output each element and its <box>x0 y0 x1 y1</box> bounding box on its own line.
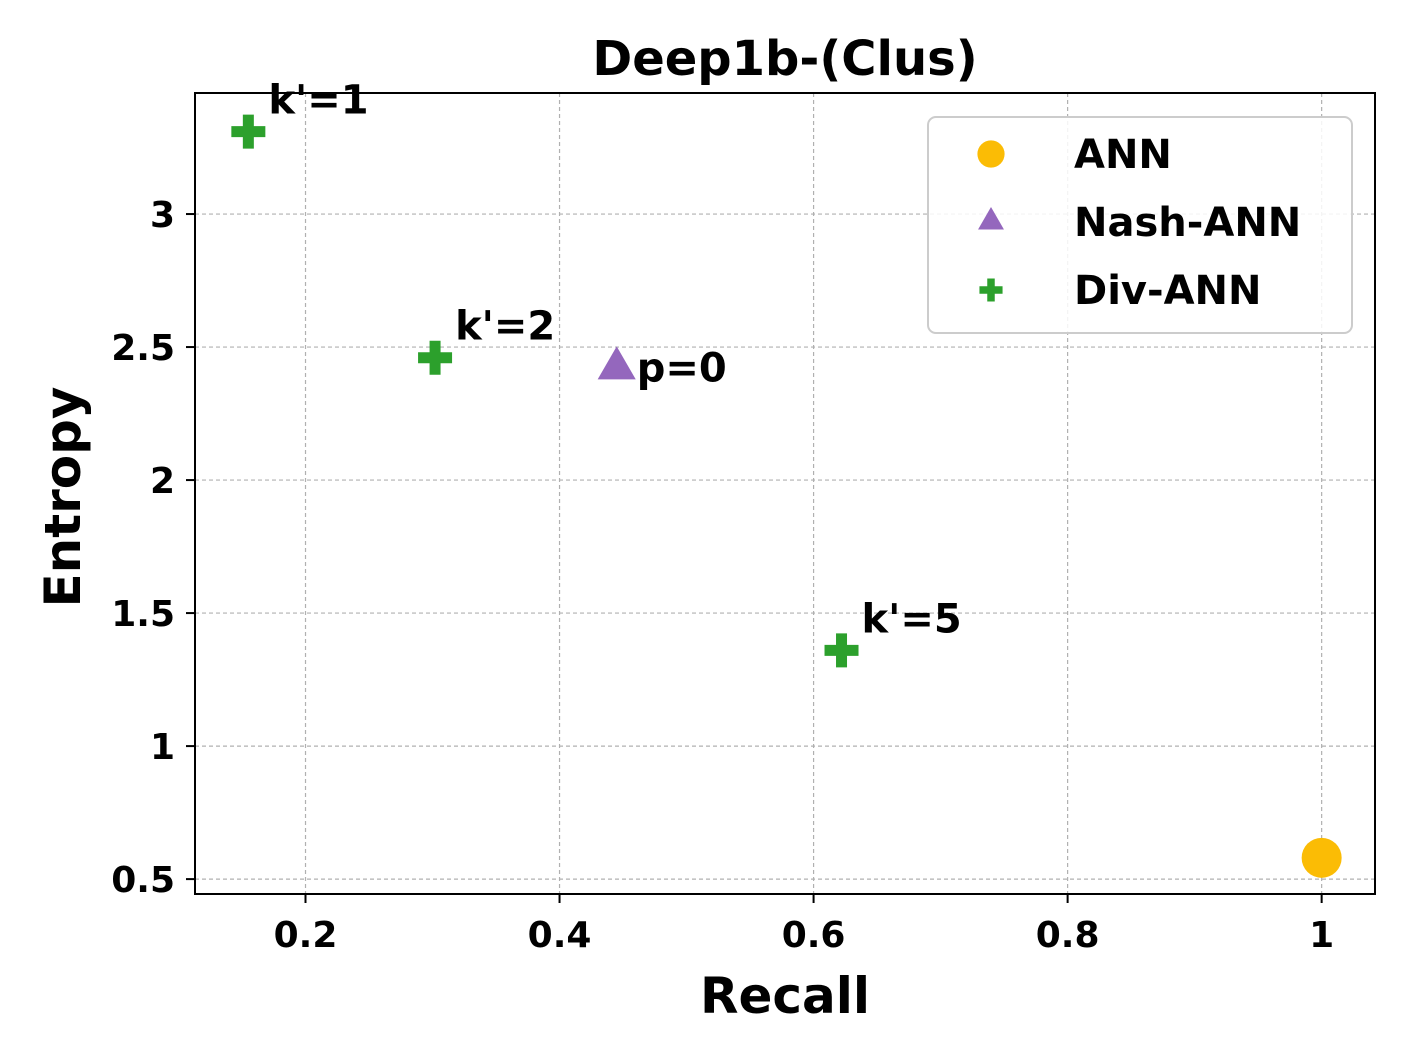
div-ann-point <box>231 114 266 149</box>
legend-entry-label: ANN <box>1074 132 1172 178</box>
point-label: k'=2 <box>455 304 555 350</box>
div-ann-point <box>824 633 859 668</box>
nash-ann-point <box>597 346 636 380</box>
legend: ANN Nash-ANN Div-ANN <box>927 116 1353 334</box>
grid <box>195 93 1375 894</box>
ann-point <box>1301 837 1342 878</box>
div-ann-point <box>418 340 453 375</box>
legend-entry-label: Nash-ANN <box>1074 200 1301 246</box>
y-tick-label: 2 <box>150 461 175 502</box>
legend-entry-label: Div-ANN <box>1074 268 1262 314</box>
x-tick-label: 1 <box>1309 915 1334 956</box>
x-tick-label: 0.4 <box>528 915 592 956</box>
legend-marker-icon <box>979 278 1003 302</box>
y-tick-label: 2.5 <box>111 328 175 369</box>
data-points <box>231 114 1342 878</box>
y-tick-label: 3 <box>150 195 175 236</box>
legend-box <box>927 116 1353 334</box>
chart-title: Deep1b-(Clus) <box>592 31 977 87</box>
x-axis-label: Recall <box>700 967 870 1025</box>
y-tick-label: 1 <box>150 727 175 768</box>
point-labels: p=0 k'=1 k'=2 k'=5 <box>268 78 961 643</box>
axis-ticks: 0.2 0.4 0.6 0.8 1 0.5 1 1.5 2 2.5 3 <box>111 195 1334 956</box>
x-tick-label: 0.6 <box>782 915 846 956</box>
y-tick-label: 0.5 <box>111 860 175 901</box>
legend-marker-icon <box>978 207 1004 230</box>
point-label: k'=1 <box>268 78 368 124</box>
point-label: p=0 <box>637 345 727 391</box>
y-axis-label: Entropy <box>34 386 92 607</box>
x-tick-label: 0.2 <box>274 915 338 956</box>
point-label: k'=5 <box>862 596 962 642</box>
plot-area <box>194 92 1376 895</box>
y-tick-label: 1.5 <box>111 594 175 635</box>
legend-marker-icon <box>977 140 1005 168</box>
x-tick-label: 0.8 <box>1036 915 1100 956</box>
